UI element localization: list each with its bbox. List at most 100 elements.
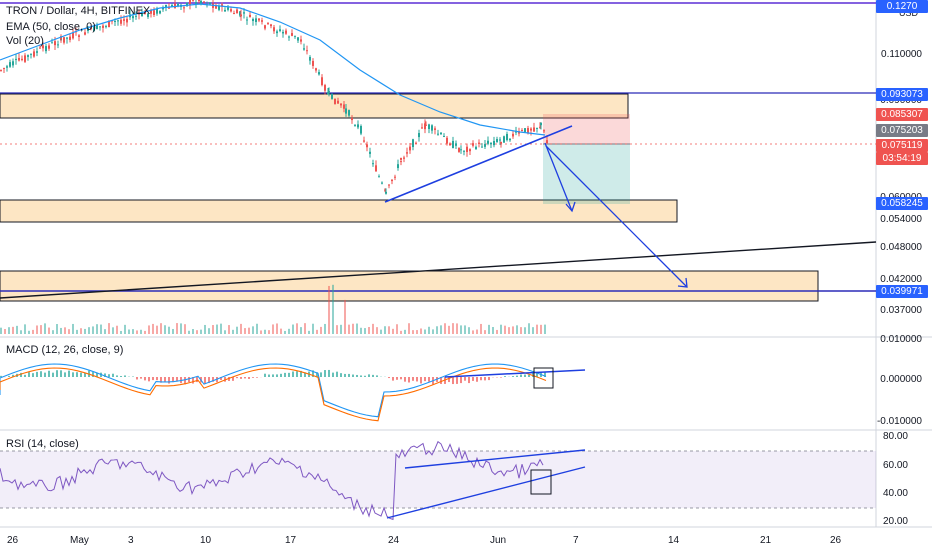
- macd-histogram-bar: [68, 371, 70, 377]
- candle-body: [543, 130, 545, 131]
- volume-bar: [152, 324, 154, 334]
- candle-body: [294, 36, 296, 37]
- volume-bar: [224, 330, 226, 334]
- candle-body: [297, 37, 299, 40]
- stop-loss-box: [543, 114, 630, 144]
- candle-body: [200, 1, 202, 4]
- candle-body: [189, 0, 191, 5]
- candle-body: [24, 55, 26, 62]
- macd-histogram-bar: [56, 370, 58, 377]
- price-axis-label: 0.042000: [880, 274, 922, 285]
- volume-bar: [52, 330, 54, 334]
- candle-body: [249, 15, 251, 17]
- candle-body: [192, 0, 194, 1]
- macd-histogram-bar: [72, 372, 74, 377]
- volume-bar: [460, 325, 462, 334]
- candle-body: [6, 66, 8, 67]
- candle-body: [385, 192, 387, 194]
- macd-histogram-bar: [392, 377, 394, 381]
- time-axis-label: 26: [7, 535, 19, 546]
- price-tag-top: 0.1270: [876, 0, 928, 13]
- candle-body: [0, 70, 2, 71]
- candle-body: [159, 11, 161, 14]
- macd-histogram-bar: [488, 377, 490, 380]
- macd-histogram-bar: [116, 375, 118, 377]
- volume-bar: [340, 325, 342, 334]
- time-axis-label: 21: [760, 535, 772, 546]
- macd-histogram-bar: [484, 377, 486, 380]
- volume-bar: [200, 330, 202, 334]
- candle-body: [331, 94, 333, 99]
- time-axis-label: Jun: [490, 535, 506, 546]
- volume-bar: [176, 323, 178, 334]
- volume-bar: [280, 329, 282, 334]
- macd-histogram-bar: [460, 377, 462, 383]
- volume-bar: [368, 327, 370, 334]
- candle-body: [394, 177, 396, 178]
- price-axis-label: 0.110000: [881, 49, 922, 60]
- candle-body: [343, 104, 345, 108]
- volume-bar: [488, 325, 490, 334]
- candle-body: [9, 62, 11, 67]
- volume-bar: [164, 325, 166, 334]
- volume-bar: [100, 325, 102, 334]
- volume-bar: [32, 330, 34, 334]
- volume-bar: [496, 330, 498, 334]
- volume-bar: [104, 329, 106, 334]
- macd-histogram-bar: [456, 377, 458, 384]
- volume-bar: [16, 326, 18, 334]
- volume-bar: [376, 327, 378, 334]
- volume-bar: [500, 325, 502, 334]
- candle-body: [51, 42, 53, 43]
- candle-body: [449, 143, 451, 145]
- rsi-axis-label: 40.00: [883, 488, 908, 499]
- price-tag-current: 0.075119: [876, 139, 928, 152]
- candle-body: [472, 143, 474, 146]
- volume-bar: [120, 331, 122, 334]
- price-tag-stop: 0.075203: [876, 124, 928, 137]
- macd-histogram-bar: [468, 377, 470, 383]
- candle-body: [337, 101, 339, 104]
- macd-histogram-bar: [404, 377, 406, 382]
- candle-body: [340, 104, 342, 106]
- macd-histogram-bar: [80, 373, 82, 377]
- candle-body: [15, 59, 17, 60]
- volume-bar: [128, 329, 130, 334]
- candle-body: [546, 140, 548, 143]
- candle-body: [391, 180, 393, 181]
- volume-bar: [356, 324, 358, 334]
- volume-bar: [140, 330, 142, 334]
- candle-body: [455, 143, 457, 145]
- candle-body: [506, 134, 508, 140]
- macd-histogram-bar: [24, 375, 26, 377]
- macd-histogram-bar: [48, 371, 50, 377]
- time-axis-label: 3: [128, 535, 134, 546]
- rsi-band: [0, 451, 876, 508]
- price-axis-label: 0.037000: [880, 305, 922, 316]
- volume-bar: [444, 323, 446, 334]
- volume-bar: [272, 324, 274, 334]
- candle-body: [499, 140, 501, 141]
- volume-bar: [416, 330, 418, 334]
- volume-bar: [80, 328, 82, 334]
- volume-bar: [504, 326, 506, 334]
- macd-histogram-bar: [344, 374, 346, 377]
- candle-body: [521, 130, 523, 131]
- candle-body: [273, 27, 275, 31]
- volume-bar: [512, 326, 514, 334]
- volume-bar: [96, 324, 98, 334]
- macd-histogram-bar: [60, 370, 62, 377]
- volume-bar: [300, 327, 302, 334]
- volume-bar: [60, 328, 62, 334]
- candle-body: [66, 38, 68, 39]
- volume-bar: [324, 324, 326, 334]
- candle-body: [493, 141, 495, 145]
- candle-body: [354, 125, 356, 126]
- volume-bar: [192, 329, 194, 334]
- time-axis-label: 24: [388, 535, 400, 546]
- macd-histogram-bar: [196, 377, 198, 382]
- macd-histogram-bar: [288, 373, 290, 377]
- candle-body: [306, 50, 308, 51]
